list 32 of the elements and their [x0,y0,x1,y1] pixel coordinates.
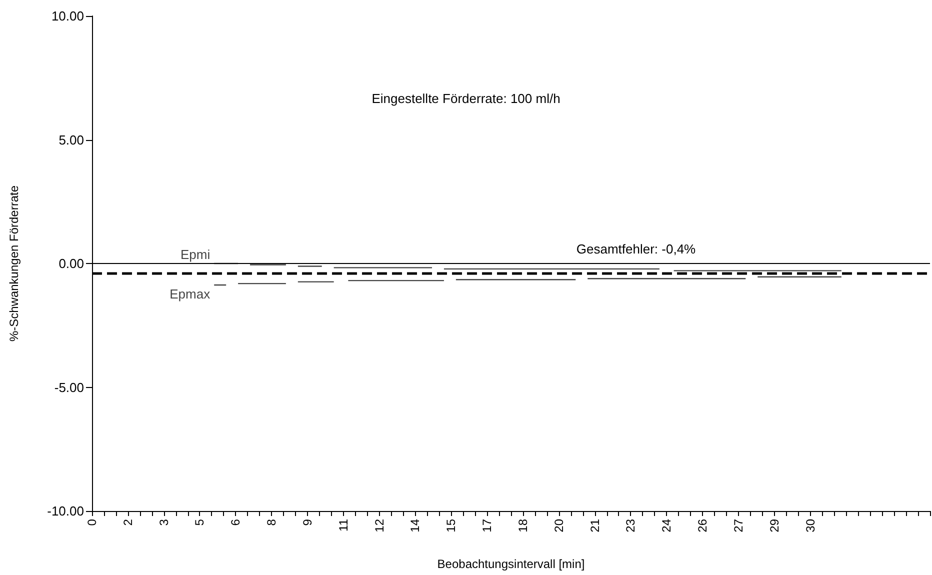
x-tick-label: 5 [192,518,207,526]
x-tick-label: 30 [803,518,818,532]
x-tick-label: 8 [264,518,279,526]
x-tick-label: 11 [336,518,350,532]
x-tick-label: 6 [228,518,243,526]
y-tick-label: 5.00 [58,132,84,148]
x-tick-label: 20 [552,518,566,532]
annotation: Eingestellte Förderrate: 100 ml/h [372,91,560,106]
x-tick-label: 27 [731,518,746,532]
x-tick-label: 14 [408,518,422,532]
x-tick-label: 21 [588,518,602,532]
x-tick-label: 23 [624,518,638,532]
y-tick-label: -10.00 [47,504,84,518]
x-tick-label: 12 [372,518,386,532]
x-tick-label: 26 [696,518,710,532]
x-tick-label: 29 [767,518,782,532]
x-tick-label: 17 [480,518,494,532]
y-axis-title: %-Schwankungen Förderrate [7,185,21,342]
series-label: Epmi [180,247,210,262]
y-tick-label: 0.00 [58,256,84,271]
x-tick-label: 24 [660,518,674,532]
x-tick-label: 3 [156,518,171,526]
y-tick-label: -5.00 [54,380,84,395]
x-tick-label: 9 [300,518,314,526]
x-axis-title: Beobachtungsintervall [min] [437,557,585,571]
series-label: Epmax [170,286,211,302]
x-tick-label: 15 [444,518,458,532]
x-tick-label: 18 [516,518,530,532]
y-tick-label: 10.00 [51,8,84,24]
ref-line-label: Gesamtfehler: -0,4% [576,241,696,256]
x-tick-label: 2 [120,518,135,526]
x-tick-label: 0 [85,518,99,526]
